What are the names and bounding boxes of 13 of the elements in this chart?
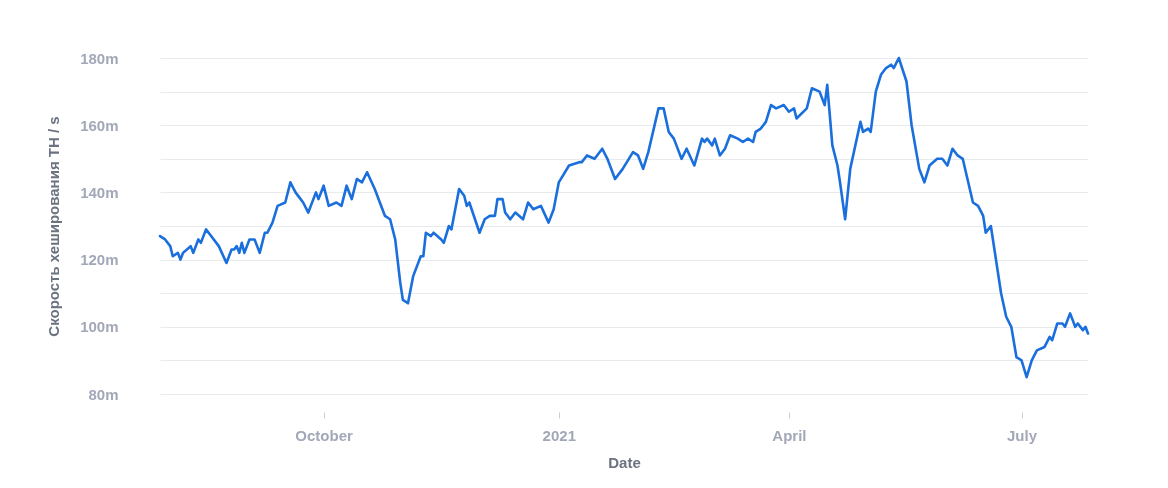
x-tick-label: 2021 <box>542 426 576 444</box>
y-tick-label: 140m <box>80 183 119 201</box>
x-tick-label: July <box>1007 426 1038 444</box>
y-tick-label: 120m <box>80 251 119 269</box>
line-series <box>158 56 1090 379</box>
x-tick-label: October <box>295 426 354 444</box>
x-tick-label: April <box>772 426 807 444</box>
x-axis-title: Date <box>608 453 641 471</box>
y-tick-label: 100m <box>80 318 119 336</box>
y-tick-label: 160m <box>80 116 119 134</box>
y-tick-label: 80m <box>88 385 119 403</box>
y-tick-label: 180m <box>80 49 119 67</box>
y-axis-title: Скорость хеширования TH / s <box>45 116 63 337</box>
